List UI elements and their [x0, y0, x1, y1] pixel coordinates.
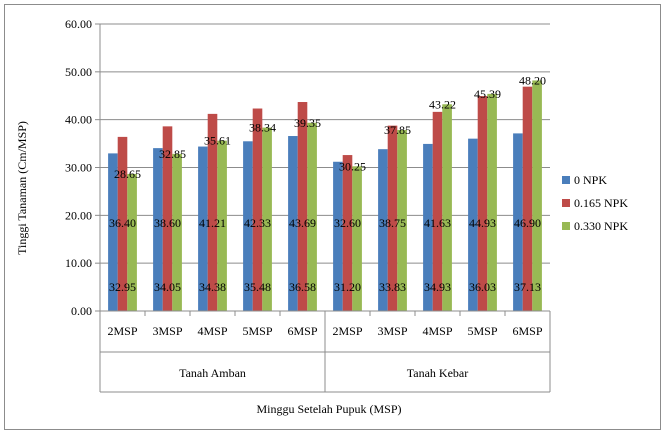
bar	[127, 173, 137, 311]
bars	[108, 80, 542, 312]
data-label: 38.34	[249, 121, 276, 135]
x-tick-label: 3MSP	[377, 324, 407, 338]
group-label: Tanah Amban	[179, 366, 246, 380]
data-label: 30.25	[339, 159, 366, 173]
bar	[117, 136, 128, 311]
y-tick-label: 50.00	[65, 65, 92, 79]
group-label: Tanah Kebar	[407, 366, 468, 380]
legend-label: 0.330 NPK	[574, 219, 628, 233]
y-tick-label: 20.00	[65, 208, 92, 222]
bar	[252, 108, 263, 311]
data-label: 37.13	[514, 280, 541, 294]
bar	[442, 104, 452, 311]
data-label: 32.60	[334, 216, 361, 230]
bar	[297, 102, 308, 311]
legend: 0 NPK 0.165 NPK 0.330 NPK	[562, 173, 628, 233]
data-label: 36.58	[289, 280, 316, 294]
data-label: 34.93	[424, 280, 451, 294]
x-tick-label: 2MSP	[107, 324, 137, 338]
data-label: 36.40	[109, 216, 136, 230]
bar	[262, 127, 272, 312]
legend-label: 0.165 NPK	[574, 196, 628, 210]
axes: 0.00 10.00 20.00 30.00 40.00 50.00 60.00 2MSP 3M…	[65, 17, 551, 393]
data-label: 32.85	[159, 147, 186, 161]
bar	[352, 166, 362, 311]
data-label: 44.93	[469, 216, 496, 230]
bar	[207, 113, 218, 311]
y-tick-label: 60.00	[65, 17, 92, 31]
y-tick-label: 0.00	[71, 304, 92, 318]
data-label: 38.60	[154, 216, 181, 230]
bar	[108, 153, 118, 311]
data-label: 46.90	[514, 216, 541, 230]
bar	[307, 122, 317, 311]
bar	[378, 149, 388, 311]
legend-swatch	[562, 199, 570, 207]
data-label: 43.22	[429, 97, 456, 111]
data-label: 45.39	[474, 87, 501, 101]
bar	[217, 140, 227, 311]
bar	[432, 111, 443, 311]
bar	[243, 141, 253, 311]
bar	[477, 96, 488, 311]
legend-swatch	[562, 176, 570, 184]
data-label: 41.21	[199, 216, 226, 230]
bar	[522, 86, 533, 311]
bar	[198, 146, 208, 311]
x-tick-label: 5MSP	[467, 324, 497, 338]
bar	[387, 125, 398, 311]
data-labels: 32.95 34.05 34.38 35.48 36.58 31.20 33.83 34.93…	[109, 73, 546, 293]
data-label: 42.33	[244, 216, 271, 230]
bar	[487, 93, 497, 312]
x-axis-title: Minggu Setelah Pupuk (MSP)	[256, 402, 401, 416]
bar	[333, 161, 343, 311]
legend-label: 0 NPK	[574, 173, 607, 187]
x-tick-label: 5MSP	[242, 324, 272, 338]
x-tick-label: 4MSP	[197, 324, 227, 338]
bar	[172, 153, 182, 311]
bar	[162, 126, 173, 311]
bar	[532, 80, 542, 312]
data-label: 34.38	[199, 280, 226, 294]
data-label: 31.20	[334, 280, 361, 294]
y-axis-title: Tinggi Tanaman (Cm/MSP)	[15, 121, 29, 255]
x-tick-label: 6MSP	[287, 324, 317, 338]
data-label: 36.03	[469, 280, 496, 294]
bar	[423, 143, 433, 311]
data-label: 33.83	[379, 280, 406, 294]
y-tick-label: 10.00	[65, 256, 92, 270]
data-label: 48.20	[519, 73, 546, 87]
data-label: 35.61	[204, 134, 231, 148]
x-tick-label: 6MSP	[512, 324, 542, 338]
data-label: 34.05	[154, 280, 181, 294]
x-tick-label: 2MSP	[332, 324, 362, 338]
y-tick-label: 40.00	[65, 113, 92, 127]
data-label: 43.69	[289, 216, 316, 230]
bar	[513, 133, 523, 311]
bar	[397, 129, 407, 311]
data-label: 39.35	[294, 116, 321, 130]
data-label: 28.65	[114, 167, 141, 181]
data-label: 32.95	[109, 280, 136, 294]
bar	[288, 136, 298, 311]
bar	[342, 155, 353, 311]
data-label: 38.75	[379, 216, 406, 230]
data-label: 35.48	[244, 280, 271, 294]
y-tick-label: 30.00	[65, 161, 92, 175]
bar	[468, 138, 478, 311]
x-tick-label: 3MSP	[152, 324, 182, 338]
data-label: 37.85	[384, 123, 411, 137]
legend-swatch	[562, 222, 570, 230]
x-tick-label: 4MSP	[422, 324, 452, 338]
bar	[153, 148, 163, 311]
data-label: 41.63	[424, 216, 451, 230]
